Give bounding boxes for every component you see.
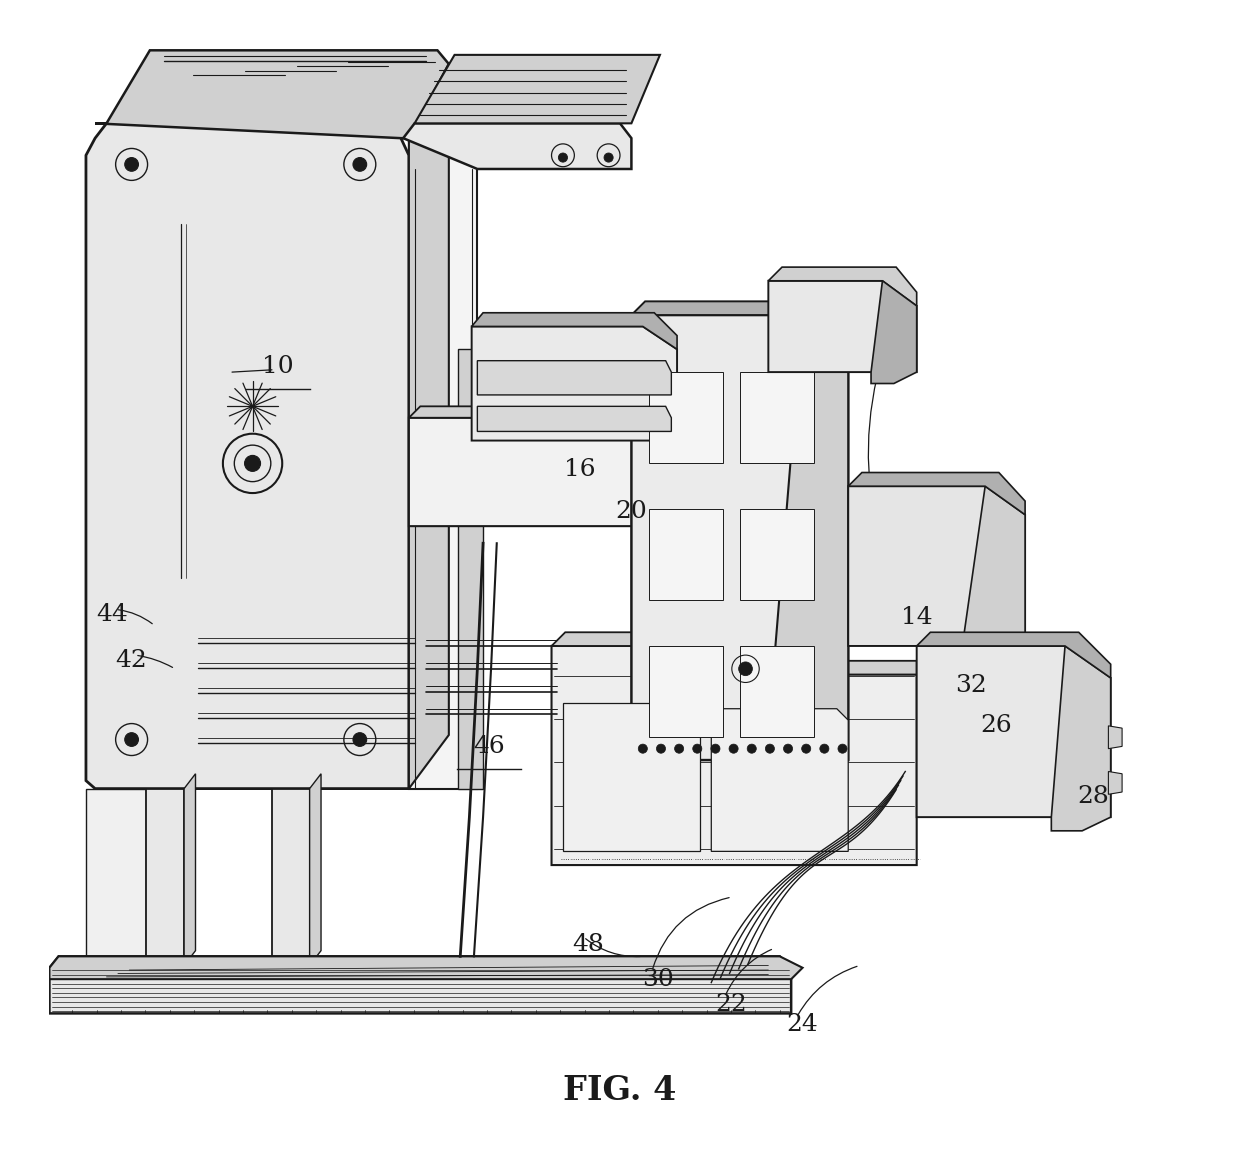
Polygon shape: [403, 124, 631, 169]
Polygon shape: [409, 64, 449, 789]
Text: 32: 32: [956, 675, 987, 698]
Polygon shape: [740, 509, 813, 601]
Polygon shape: [916, 646, 1111, 817]
Circle shape: [353, 732, 367, 746]
Polygon shape: [50, 956, 791, 1013]
Polygon shape: [766, 315, 848, 781]
Polygon shape: [86, 789, 146, 968]
Circle shape: [838, 744, 847, 753]
Circle shape: [125, 732, 139, 746]
Polygon shape: [458, 349, 484, 789]
Polygon shape: [409, 418, 694, 527]
Polygon shape: [916, 632, 1111, 678]
Text: 14: 14: [901, 606, 932, 629]
Circle shape: [656, 744, 666, 753]
Polygon shape: [563, 703, 699, 851]
Polygon shape: [1052, 646, 1111, 830]
Text: 30: 30: [642, 968, 673, 991]
Circle shape: [748, 744, 756, 753]
Polygon shape: [86, 124, 409, 789]
Polygon shape: [962, 486, 1025, 660]
Polygon shape: [712, 709, 848, 851]
Text: 48: 48: [572, 933, 604, 956]
Polygon shape: [552, 632, 916, 675]
Text: FIG. 4: FIG. 4: [563, 1074, 677, 1108]
Polygon shape: [631, 301, 848, 349]
Polygon shape: [1109, 725, 1122, 748]
Polygon shape: [477, 360, 671, 395]
Circle shape: [693, 744, 702, 753]
Polygon shape: [409, 407, 694, 440]
Polygon shape: [95, 51, 449, 139]
Polygon shape: [631, 315, 848, 760]
Text: 20: 20: [615, 500, 647, 523]
Polygon shape: [740, 646, 813, 737]
Polygon shape: [769, 267, 916, 306]
Polygon shape: [1109, 772, 1122, 795]
Circle shape: [729, 744, 738, 753]
Text: 44: 44: [97, 603, 128, 626]
Circle shape: [675, 744, 683, 753]
Circle shape: [765, 744, 775, 753]
Circle shape: [353, 157, 367, 171]
Polygon shape: [870, 281, 916, 383]
Circle shape: [558, 152, 568, 162]
Text: 28: 28: [1078, 785, 1110, 808]
Polygon shape: [184, 774, 196, 966]
Polygon shape: [471, 327, 677, 440]
Text: 16: 16: [564, 457, 596, 480]
Polygon shape: [272, 789, 310, 966]
Text: 22: 22: [714, 993, 746, 1015]
Polygon shape: [409, 139, 477, 789]
Circle shape: [739, 662, 753, 676]
Circle shape: [244, 455, 260, 471]
Polygon shape: [848, 486, 1025, 646]
Circle shape: [801, 744, 811, 753]
Circle shape: [711, 744, 720, 753]
Circle shape: [125, 157, 139, 171]
Circle shape: [639, 744, 647, 753]
Text: 10: 10: [262, 355, 294, 378]
Polygon shape: [649, 372, 723, 463]
Text: 42: 42: [115, 649, 148, 672]
Polygon shape: [848, 472, 1025, 515]
Polygon shape: [769, 281, 916, 372]
Polygon shape: [414, 55, 660, 124]
Polygon shape: [477, 407, 671, 432]
Polygon shape: [310, 774, 321, 966]
Text: 26: 26: [981, 714, 1012, 737]
Circle shape: [784, 744, 792, 753]
Polygon shape: [649, 646, 723, 737]
Circle shape: [604, 152, 613, 162]
Polygon shape: [471, 313, 677, 349]
Polygon shape: [146, 789, 184, 966]
Circle shape: [820, 744, 828, 753]
Polygon shape: [50, 956, 802, 979]
Polygon shape: [552, 646, 916, 865]
Text: 24: 24: [786, 1013, 818, 1036]
Polygon shape: [740, 372, 813, 463]
Polygon shape: [649, 509, 723, 601]
Text: 46: 46: [472, 735, 505, 758]
